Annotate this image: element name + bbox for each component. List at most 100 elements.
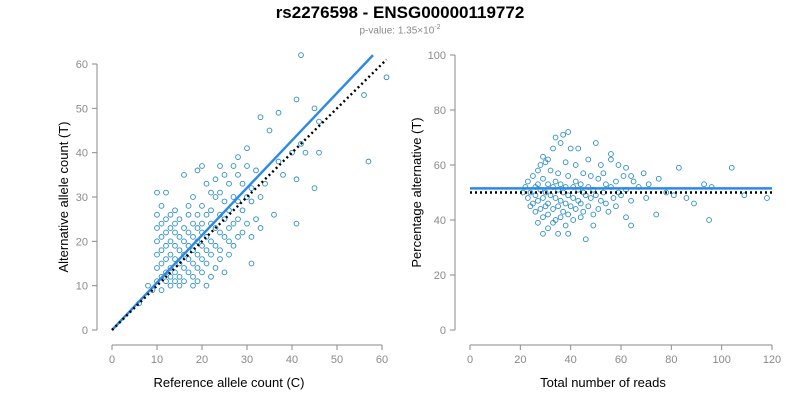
data-point	[537, 206, 544, 212]
data-point	[572, 162, 579, 168]
data-point	[545, 225, 551, 232]
data-point	[239, 207, 246, 214]
subtitle-exponent: -2	[434, 24, 441, 31]
data-point	[230, 163, 237, 169]
data-point	[587, 195, 594, 201]
data-point	[547, 167, 554, 174]
data-point	[185, 269, 192, 276]
data-point	[203, 180, 210, 187]
data-point	[550, 219, 556, 226]
data-point	[172, 256, 178, 262]
data-point	[176, 247, 183, 254]
data-point	[582, 236, 589, 243]
data-point	[676, 164, 682, 171]
x-axis-title: Reference allele count (C)	[153, 375, 304, 390]
y-tick-label: 20	[434, 270, 446, 282]
data-point	[158, 247, 165, 254]
data-point	[615, 162, 622, 168]
data-point	[590, 211, 597, 218]
data-point	[527, 189, 534, 196]
data-point	[567, 145, 574, 152]
x-tick-label: 10	[151, 354, 163, 366]
x-tick-label: 40	[565, 354, 577, 366]
data-point	[212, 265, 219, 271]
x-tick-label: 40	[286, 354, 298, 366]
data-point	[217, 247, 223, 254]
data-point	[217, 256, 223, 262]
data-point	[212, 242, 219, 249]
data-point	[552, 178, 559, 185]
data-point	[235, 234, 241, 240]
y-tick-label: 60	[434, 160, 446, 172]
data-point	[655, 175, 662, 182]
data-point	[190, 234, 196, 240]
data-point	[167, 273, 174, 280]
data-point	[203, 211, 210, 218]
data-point	[158, 260, 165, 267]
data-point	[145, 282, 151, 289]
data-point	[167, 225, 174, 231]
data-point	[203, 282, 210, 289]
data-point	[608, 151, 614, 157]
data-point	[293, 220, 300, 227]
data-point	[550, 206, 556, 212]
data-point	[221, 234, 228, 240]
chart-title: rs2276598 - ENSG00000119772	[275, 3, 525, 22]
data-point	[683, 195, 690, 201]
data-point	[562, 222, 569, 229]
data-point	[535, 197, 541, 204]
data-point	[565, 173, 572, 179]
data-point	[572, 206, 579, 212]
data-point	[257, 225, 264, 231]
data-point	[167, 265, 174, 271]
data-point	[226, 238, 232, 245]
data-point	[289, 149, 295, 156]
data-point	[185, 229, 192, 236]
data-point	[190, 282, 196, 289]
data-point	[235, 216, 241, 223]
data-point	[585, 156, 592, 163]
data-point	[208, 273, 214, 280]
data-point	[302, 149, 309, 156]
data-point	[567, 203, 574, 210]
data-point	[181, 265, 187, 271]
data-point	[163, 278, 169, 285]
data-point	[316, 118, 322, 125]
data-point	[565, 192, 572, 199]
x-tick-label: 60	[615, 354, 627, 366]
data-point	[577, 181, 584, 188]
data-point	[176, 216, 183, 223]
data-point	[540, 230, 546, 237]
x-tick-label: 120	[763, 354, 781, 366]
data-point	[527, 203, 534, 210]
data-point	[158, 234, 165, 240]
data-point	[199, 269, 205, 276]
data-point	[221, 198, 228, 205]
data-point	[235, 171, 241, 178]
data-point	[706, 217, 712, 223]
data-point	[221, 269, 228, 276]
data-point	[562, 200, 569, 207]
data-point	[630, 178, 637, 185]
data-point	[190, 273, 196, 280]
data-point	[253, 167, 259, 174]
data-point	[643, 195, 650, 201]
data-point	[542, 203, 549, 210]
data-point	[645, 181, 652, 188]
data-point	[194, 167, 201, 174]
x-tick-label: 0	[109, 354, 115, 366]
data-point	[545, 211, 551, 218]
panel-percentage-alternative: 0 20 40 60 80 100 120 0 20 40 60 80 100 Total number …	[409, 50, 781, 390]
data-point	[199, 163, 205, 169]
data-point	[701, 181, 707, 188]
data-point	[248, 260, 255, 267]
y-tick-label: 30	[76, 192, 88, 204]
data-point	[163, 256, 169, 262]
data-point	[532, 208, 539, 215]
data-point	[600, 170, 607, 177]
data-point	[253, 216, 259, 223]
data-point	[199, 242, 205, 249]
data-point	[244, 220, 250, 227]
data-point	[154, 251, 160, 258]
data-point	[257, 114, 264, 121]
